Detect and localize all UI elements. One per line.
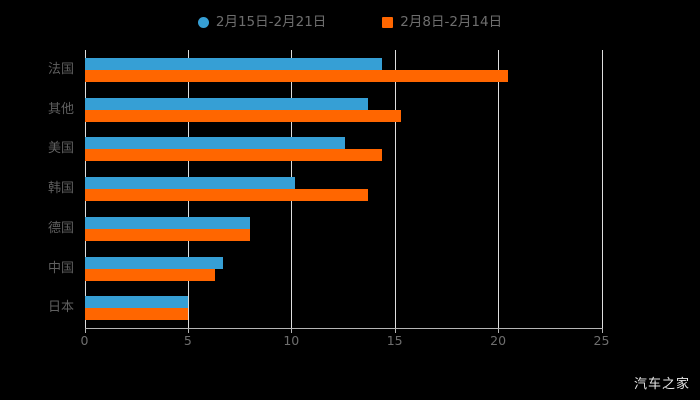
bar-series-b	[84, 149, 383, 162]
bar-series-b	[84, 189, 368, 202]
gridline	[394, 50, 396, 328]
x-tick-mark	[498, 328, 500, 333]
y-axis-label-3: 韩国	[47, 181, 74, 197]
x-tick-mark	[291, 328, 293, 333]
x-tick-label-20: 20	[490, 333, 507, 348]
y-axis-label-2: 美国	[47, 141, 74, 157]
x-tick-mark	[84, 328, 86, 333]
legend-label-series-b: 2月8日-2月14日	[400, 14, 503, 30]
bar-series-b	[84, 268, 215, 281]
x-tick-label-0: 0	[80, 333, 89, 348]
y-axis-label-5: 中国	[47, 260, 74, 276]
x-tick-mark	[394, 328, 396, 333]
y-axis-label-6: 日本	[47, 300, 74, 316]
bar-series-a	[84, 137, 346, 150]
bar-series-a	[84, 177, 296, 190]
bar-series-b	[84, 70, 509, 82]
square-marker-orange-icon	[382, 16, 394, 28]
x-tick-label-25: 25	[593, 333, 610, 348]
bar-series-a	[84, 256, 224, 269]
x-axis-line	[84, 328, 602, 329]
bar-series-b	[84, 308, 188, 321]
x-tick-label-10: 10	[283, 333, 300, 348]
x-tick-mark	[187, 328, 189, 333]
y-axis-category-labels: 法国其他美国韩国德国中国日本	[0, 0, 74, 400]
bar-series-b	[84, 228, 250, 241]
bar-series-b	[84, 109, 401, 122]
bar-series-a	[84, 296, 188, 309]
legend-label-series-a: 2月15日-2月21日	[215, 14, 327, 30]
watermark: 汽车之家	[633, 377, 690, 392]
y-axis-label-1: 其他	[47, 101, 74, 117]
x-tick-mark	[601, 328, 603, 333]
gridline	[601, 50, 603, 328]
gridline	[498, 50, 500, 328]
y-axis-label-0: 法国	[47, 62, 74, 77]
bar-series-a	[84, 58, 383, 70]
legend-item-series-b[interactable]: 2月8日-2月14日	[382, 15, 502, 29]
y-axis-label-4: 德国	[47, 220, 74, 236]
legend-item-series-a[interactable]: 2月15日-2月21日	[197, 14, 327, 30]
circle-marker-blue-icon	[197, 16, 209, 28]
bar-series-a	[84, 97, 368, 110]
bar-series-a	[84, 216, 250, 229]
chart-legend: 2月15日-2月21日 2月8日-2月14日	[0, 8, 700, 36]
x-tick-label-5: 5	[183, 333, 192, 348]
x-tick-label-15: 15	[386, 333, 403, 348]
plot-area	[84, 50, 603, 328]
